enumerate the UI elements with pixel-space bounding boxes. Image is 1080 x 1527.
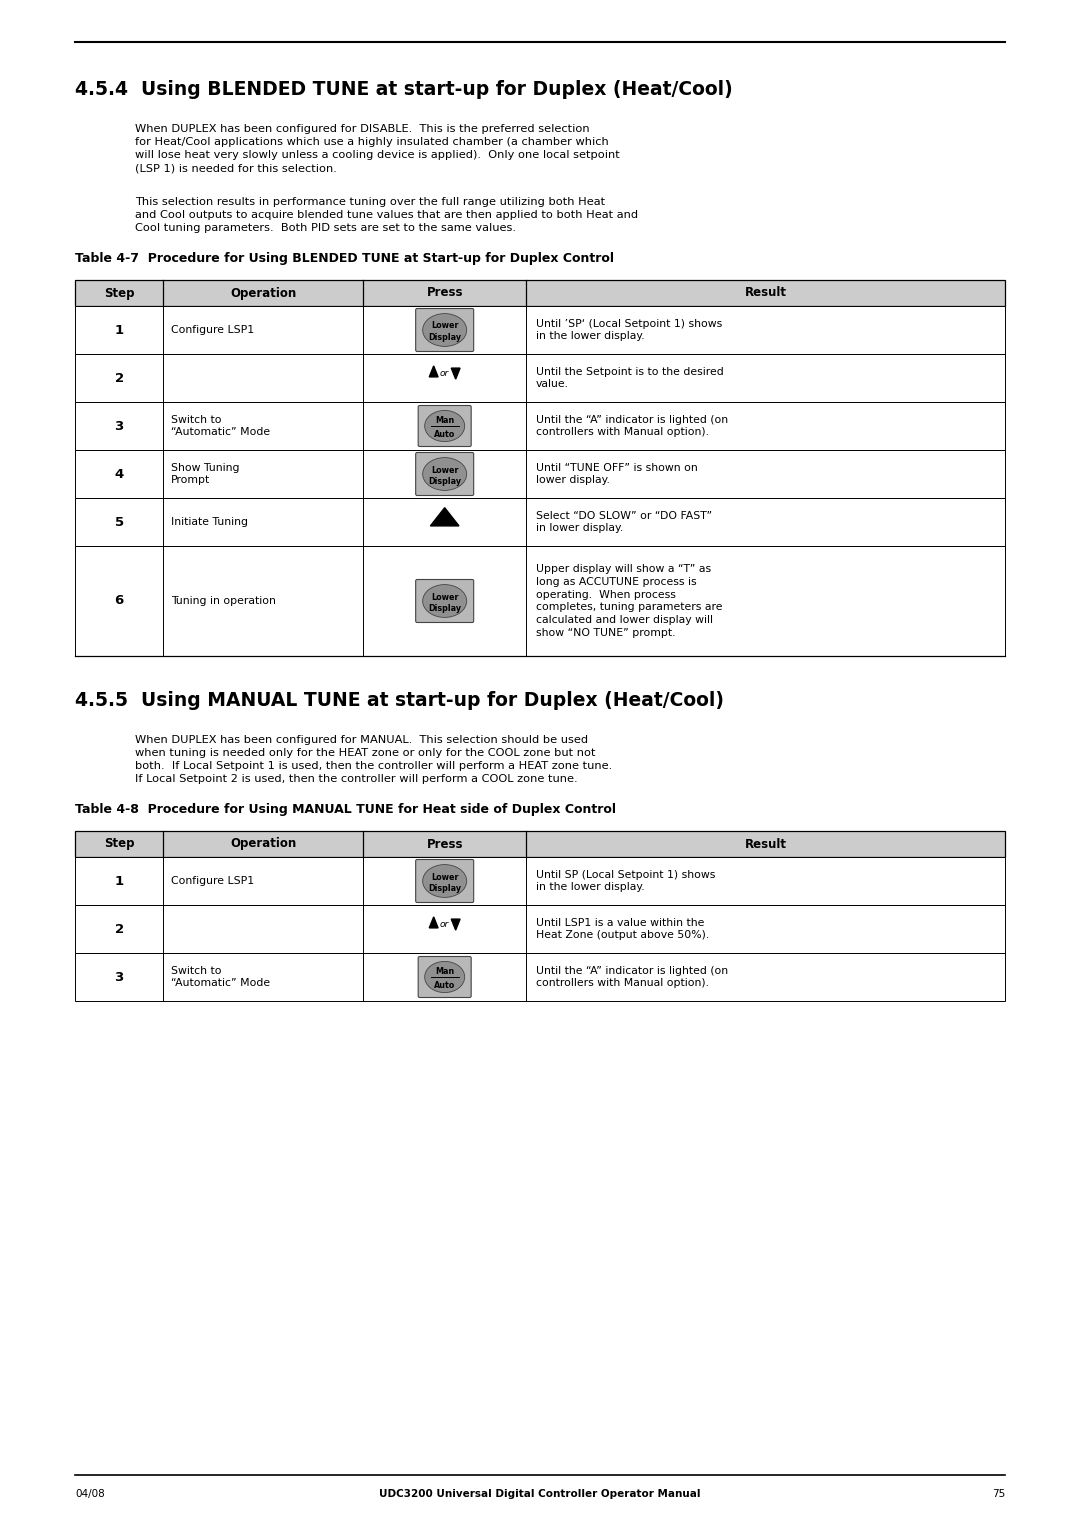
Ellipse shape: [424, 411, 464, 441]
Text: 4.5.4  Using BLENDED TUNE at start-up for Duplex (Heat/Cool): 4.5.4 Using BLENDED TUNE at start-up for…: [75, 79, 732, 99]
Bar: [75, 402, 1005, 450]
Text: 2: 2: [114, 922, 124, 936]
Text: Until the “A” indicator is lighted (on
controllers with Manual option).: Until the “A” indicator is lighted (on c…: [536, 415, 728, 437]
Text: 3: 3: [114, 971, 124, 983]
Text: Switch to
“Automatic” Mode: Switch to “Automatic” Mode: [172, 965, 270, 988]
Bar: [75, 831, 1005, 857]
Text: When DUPLEX has been configured for DISABLE.  This is the preferred selection
fo: When DUPLEX has been configured for DISA…: [135, 124, 620, 173]
Polygon shape: [430, 507, 459, 525]
Text: 6: 6: [114, 594, 124, 608]
Text: 1: 1: [114, 324, 124, 336]
FancyBboxPatch shape: [416, 860, 474, 902]
Text: Auto: Auto: [434, 431, 456, 438]
FancyBboxPatch shape: [418, 956, 471, 997]
Ellipse shape: [424, 962, 464, 993]
Text: Operation: Operation: [230, 837, 296, 851]
Bar: [75, 498, 1005, 547]
Text: Until “TUNE OFF” is shown on
lower display.: Until “TUNE OFF” is shown on lower displ…: [536, 463, 698, 486]
Text: or: or: [440, 921, 449, 928]
Ellipse shape: [422, 864, 467, 898]
Polygon shape: [451, 919, 460, 930]
Text: Display: Display: [428, 884, 461, 893]
Text: 3: 3: [114, 420, 124, 432]
Text: Upper display will show a “T” as
long as ACCUTUNE process is
operating.  When pr: Upper display will show a “T” as long as…: [536, 563, 723, 638]
Text: Lower: Lower: [431, 322, 458, 330]
Bar: [75, 450, 1005, 498]
Text: Lower: Lower: [431, 592, 458, 602]
Text: Step: Step: [104, 287, 134, 299]
Bar: [75, 305, 1005, 354]
Bar: [75, 279, 1005, 305]
Text: Lower: Lower: [431, 466, 458, 475]
Text: 1: 1: [114, 875, 124, 887]
Bar: [75, 547, 1005, 657]
FancyBboxPatch shape: [418, 406, 471, 446]
Text: Until LSP1 is a value within the
Heat Zone (output above 50%).: Until LSP1 is a value within the Heat Zo…: [536, 918, 710, 941]
Ellipse shape: [422, 313, 467, 347]
Bar: [75, 906, 1005, 953]
FancyBboxPatch shape: [416, 308, 474, 351]
Ellipse shape: [422, 458, 467, 490]
Text: Display: Display: [428, 476, 461, 486]
Text: Initiate Tuning: Initiate Tuning: [172, 518, 248, 527]
Text: Result: Result: [744, 837, 786, 851]
Text: Result: Result: [744, 287, 786, 299]
Polygon shape: [429, 916, 438, 928]
Text: Lower: Lower: [431, 872, 458, 881]
Text: 4.5.5  Using MANUAL TUNE at start-up for Duplex (Heat/Cool): 4.5.5 Using MANUAL TUNE at start-up for …: [75, 692, 724, 710]
Text: Table 4-7  Procedure for Using BLENDED TUNE at Start-up for Duplex Control: Table 4-7 Procedure for Using BLENDED TU…: [75, 252, 615, 266]
Text: Press: Press: [427, 287, 463, 299]
Polygon shape: [429, 366, 438, 377]
Text: Press: Press: [427, 837, 463, 851]
Bar: [75, 953, 1005, 1002]
Text: Select “DO SLOW” or “DO FAST”
in lower display.: Select “DO SLOW” or “DO FAST” in lower d…: [536, 510, 712, 533]
Text: Until SP (Local Setpoint 1) shows
in the lower display.: Until SP (Local Setpoint 1) shows in the…: [536, 869, 715, 892]
Text: Tuning in operation: Tuning in operation: [172, 596, 276, 606]
Text: 2: 2: [114, 371, 124, 385]
Text: or: or: [440, 370, 449, 379]
Text: This selection results in performance tuning over the full range utilizing both : This selection results in performance tu…: [135, 197, 638, 234]
Text: Auto: Auto: [434, 980, 456, 989]
Text: When DUPLEX has been configured for MANUAL.  This selection should be used
when : When DUPLEX has been configured for MANU…: [135, 734, 612, 785]
Text: Table 4-8  Procedure for Using MANUAL TUNE for Heat side of Duplex Control: Table 4-8 Procedure for Using MANUAL TUN…: [75, 803, 616, 815]
Polygon shape: [451, 368, 460, 379]
Text: Display: Display: [428, 333, 461, 342]
Ellipse shape: [422, 585, 467, 617]
Bar: [75, 354, 1005, 402]
Text: Until ’SP‘ (Local Setpoint 1) shows
in the lower display.: Until ’SP‘ (Local Setpoint 1) shows in t…: [536, 319, 723, 342]
Text: 04/08: 04/08: [75, 1489, 105, 1500]
Text: Man: Man: [435, 967, 455, 976]
Text: Configure LSP1: Configure LSP1: [172, 325, 255, 334]
Text: Display: Display: [428, 603, 461, 612]
Text: UDC3200 Universal Digital Controller Operator Manual: UDC3200 Universal Digital Controller Ope…: [379, 1489, 701, 1500]
Text: Show Tuning
Prompt: Show Tuning Prompt: [172, 463, 240, 486]
FancyBboxPatch shape: [416, 452, 474, 495]
Text: 4: 4: [114, 467, 124, 481]
Text: 75: 75: [991, 1489, 1005, 1500]
Text: 5: 5: [114, 516, 124, 528]
Text: Step: Step: [104, 837, 134, 851]
Text: Switch to
“Automatic” Mode: Switch to “Automatic” Mode: [172, 415, 270, 437]
Text: Until the Setpoint is to the desired
value.: Until the Setpoint is to the desired val…: [536, 366, 724, 389]
Text: Configure LSP1: Configure LSP1: [172, 876, 255, 886]
FancyBboxPatch shape: [416, 580, 474, 623]
Text: Operation: Operation: [230, 287, 296, 299]
Text: Until the “A” indicator is lighted (on
controllers with Manual option).: Until the “A” indicator is lighted (on c…: [536, 965, 728, 988]
Text: Man: Man: [435, 415, 455, 425]
Bar: [75, 857, 1005, 906]
